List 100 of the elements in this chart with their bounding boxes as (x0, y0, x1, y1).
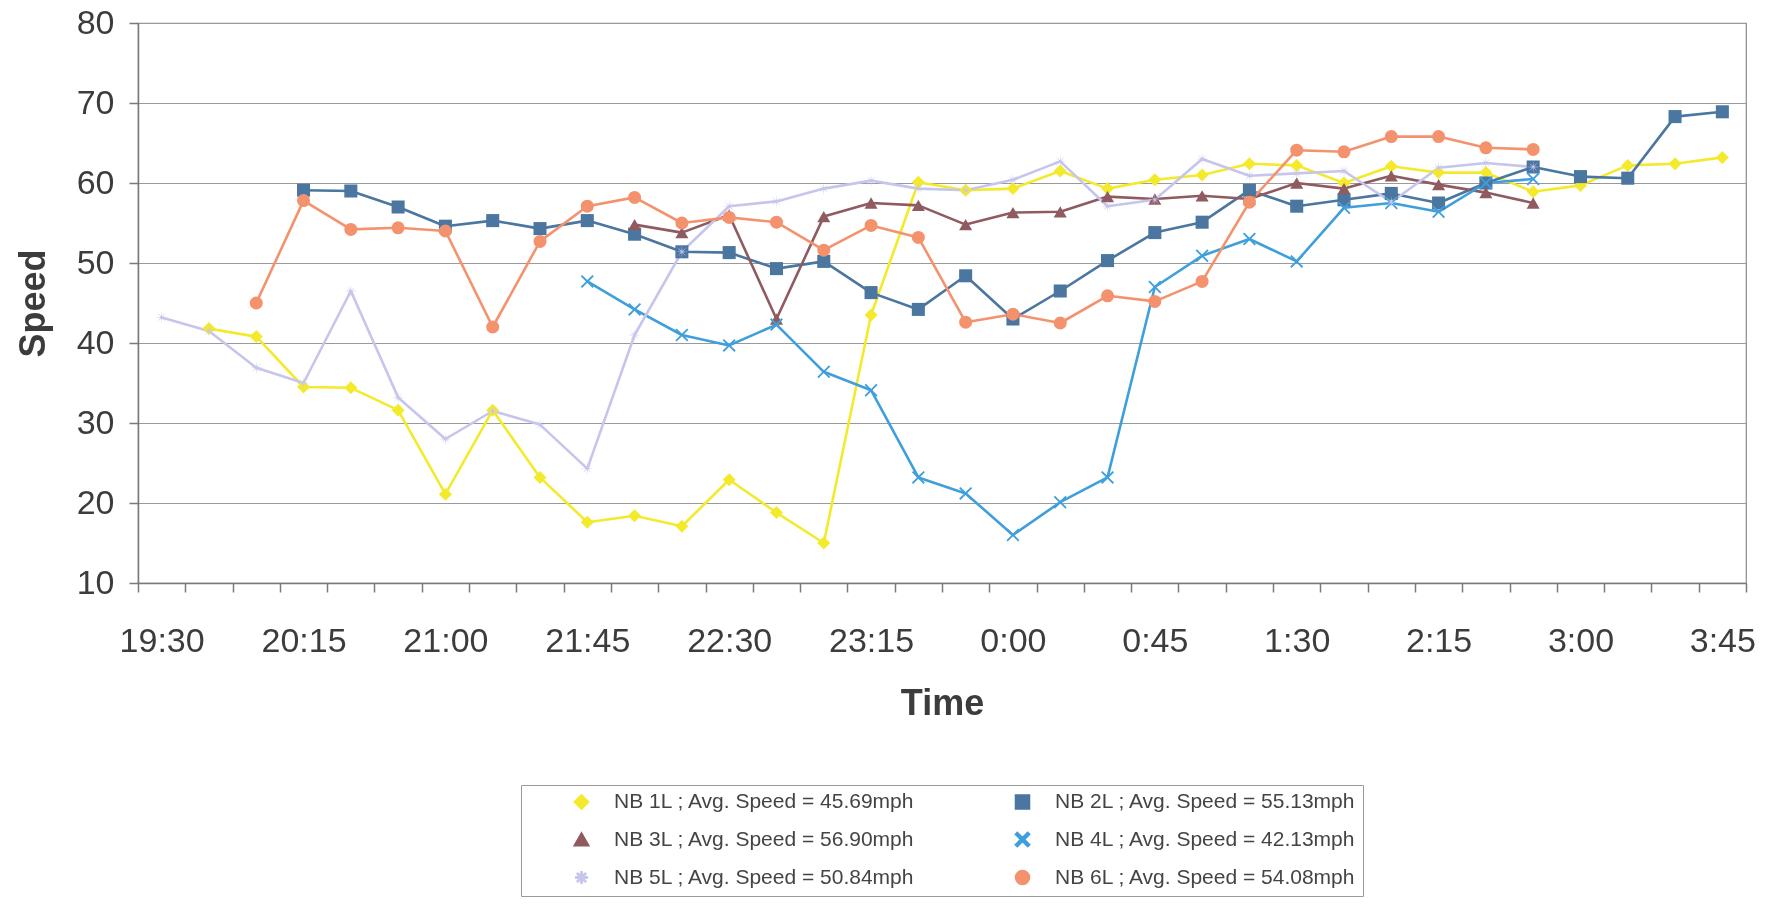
point (628, 509, 642, 523)
point (1101, 289, 1115, 303)
x-tick-label: 0:00 (980, 620, 1047, 659)
point (533, 222, 547, 236)
legend-label: NB 6L ; Avg. Speed = 54.08mph (1055, 864, 1355, 888)
point (1384, 130, 1398, 144)
x-tick-label: 21:45 (545, 620, 631, 659)
point (675, 519, 689, 533)
point (1195, 168, 1209, 182)
point (628, 190, 642, 204)
point (959, 486, 973, 500)
point (1337, 145, 1351, 159)
point (1290, 177, 1304, 189)
point (391, 403, 405, 417)
point (344, 381, 358, 395)
point (817, 243, 831, 257)
legend-label: NB 4L ; Avg. Speed = 42.13mph (1055, 826, 1355, 850)
point (959, 315, 973, 329)
point (864, 197, 878, 209)
point (1337, 182, 1351, 195)
point (1715, 150, 1729, 164)
legend-label: NB 3L ; Avg. Speed = 56.90mph (614, 826, 914, 850)
point (1337, 201, 1351, 215)
point (1668, 110, 1682, 124)
point (911, 302, 925, 316)
point (628, 302, 642, 316)
point (1101, 182, 1115, 196)
point (1526, 185, 1540, 199)
point (344, 222, 358, 236)
legend-label: NB 2L ; Avg. Speed = 55.13mph (1055, 788, 1355, 812)
point (1006, 307, 1020, 321)
y-tick-label: 20 (76, 482, 115, 521)
point (1715, 105, 1729, 119)
y-axis-title: Speed (11, 249, 53, 358)
point (675, 328, 689, 342)
point (1290, 199, 1304, 213)
point (959, 218, 973, 231)
point (911, 199, 925, 212)
y-tick-label: 10 (76, 562, 115, 601)
point (1479, 141, 1493, 155)
point (1290, 158, 1304, 172)
point (722, 338, 736, 352)
point (155, 310, 169, 324)
x-axis-title: Time (900, 681, 985, 723)
point (911, 470, 925, 484)
point (864, 218, 878, 232)
point (1053, 316, 1067, 330)
point (1148, 173, 1162, 187)
point (391, 221, 405, 235)
point (722, 246, 736, 260)
x-tick-label: 0:45 (1122, 620, 1189, 659)
point (533, 470, 547, 484)
x-tick-label: 21:00 (403, 620, 489, 659)
point (580, 214, 594, 228)
y-tick-label: 80 (76, 2, 115, 41)
point (1479, 186, 1493, 199)
point (1384, 170, 1398, 182)
point (391, 200, 405, 214)
point (1242, 157, 1256, 171)
y-tick-label: 50 (76, 242, 115, 281)
point (1053, 206, 1067, 218)
y-tick-label: 70 (76, 82, 115, 121)
point (533, 234, 547, 248)
point (1432, 205, 1446, 219)
point (1053, 495, 1067, 509)
point (1006, 206, 1020, 219)
point (249, 361, 263, 375)
legend-label: NB 1L ; Avg. Speed = 45.69mph (614, 788, 914, 812)
point (864, 383, 878, 397)
x-tick-label: 3:00 (1547, 620, 1615, 659)
point (1101, 470, 1115, 484)
point (1148, 280, 1162, 294)
x-tick-label: 3:45 (1689, 620, 1756, 659)
point (1195, 249, 1209, 263)
x-tick-label: 23:15 (829, 620, 915, 659)
point (1242, 195, 1256, 209)
point (864, 308, 878, 322)
point (486, 320, 500, 334)
legend-label: NB 5L ; Avg. Speed = 50.84mph (614, 864, 914, 888)
point (1053, 164, 1067, 178)
point (817, 536, 831, 550)
y-tick-label: 60 (76, 162, 115, 201)
point (486, 214, 500, 228)
point (1195, 274, 1209, 288)
point (722, 473, 736, 487)
point (580, 199, 594, 213)
point (628, 218, 642, 231)
point (1006, 182, 1020, 196)
point (769, 506, 783, 520)
point (1432, 130, 1446, 144)
point (769, 262, 783, 276)
point (817, 365, 831, 379)
point (864, 286, 878, 300)
point (1006, 528, 1020, 542)
point (580, 515, 594, 529)
point (1526, 197, 1540, 209)
point (675, 216, 689, 230)
point (911, 230, 925, 244)
point (249, 330, 263, 344)
point (1148, 294, 1162, 308)
